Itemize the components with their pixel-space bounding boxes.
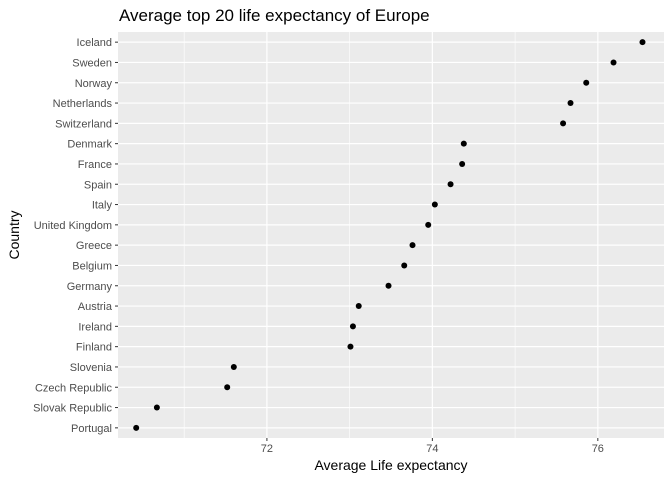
y-tick-label-10: Greece (76, 240, 112, 252)
y-tick-label-2: Norway (75, 78, 113, 90)
y-tick-label-9: United Kingdom (34, 220, 112, 232)
x-axis: 72 74 76 (261, 438, 604, 455)
y-tick-label-12: Germany (67, 281, 113, 293)
y-tick-label-1: Sweden (72, 57, 112, 69)
y-tick-label-0: Iceland (77, 37, 112, 49)
y-tick-label-6: France (78, 159, 112, 171)
data-point-19 (133, 424, 140, 431)
data-point-12 (385, 282, 392, 289)
y-tick-label-16: Slovenia (70, 362, 113, 374)
data-point-2 (583, 79, 590, 86)
y-tick-label-17: Czech Republic (35, 382, 113, 394)
y-tick-label-18: Slovak Republic (33, 403, 112, 415)
data-point-0 (639, 39, 646, 46)
data-point-14 (349, 323, 356, 330)
data-point-1 (610, 59, 617, 66)
y-tick-label-15: Finland (76, 342, 112, 354)
x-tick-label-0: 72 (261, 443, 273, 455)
y-tick-label-3: Netherlands (53, 98, 113, 110)
y-tick-label-4: Switzerland (55, 118, 112, 130)
y-tick-label-13: Austria (78, 301, 113, 313)
data-point-10 (409, 242, 416, 249)
y-tick-label-19: Portugal (71, 423, 112, 435)
y-tick-label-11: Belgium (72, 260, 112, 272)
data-point-6 (459, 160, 466, 167)
chart-title: Average top 20 life expectancy of Europe (119, 6, 430, 25)
data-points (133, 39, 646, 431)
x-axis-title: Average Life expectancy (314, 457, 467, 473)
data-point-11 (401, 262, 408, 269)
data-point-17 (224, 384, 231, 391)
y-tick-label-8: Italy (92, 200, 113, 212)
data-point-7 (447, 181, 454, 188)
grid-lines (118, 32, 664, 438)
data-point-16 (230, 363, 237, 370)
y-tick-label-7: Spain (84, 179, 112, 191)
data-point-13 (355, 303, 362, 310)
y-tick-label-14: Ireland (78, 321, 112, 333)
plot-panel (118, 32, 664, 438)
data-point-9 (425, 221, 432, 228)
data-point-8 (431, 201, 438, 208)
x-tick-label-2: 76 (592, 443, 604, 455)
x-tick-label-1: 74 (426, 443, 438, 455)
data-point-4 (560, 120, 567, 127)
data-point-5 (460, 140, 467, 147)
y-axis: Iceland Sweden Norway Netherlands Switzerlan… (33, 37, 118, 435)
y-axis-title: Country (6, 210, 22, 259)
data-point-18 (153, 404, 160, 411)
y-tick-label-5: Denmark (67, 139, 112, 151)
data-point-15 (347, 343, 354, 350)
data-point-3 (567, 100, 574, 107)
